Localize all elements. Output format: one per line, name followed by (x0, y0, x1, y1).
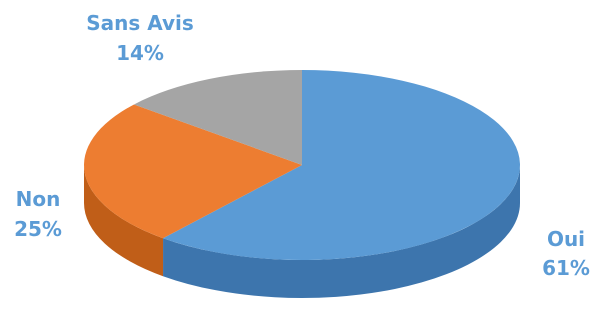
label-sans-avis: Sans Avis 14% (86, 11, 194, 65)
label-percent-sans-avis: 14% (116, 41, 164, 65)
label-name-non: Non (16, 187, 61, 211)
label-oui: Oui 61% (542, 227, 590, 280)
pie-labels: Oui 61% Non 25% Sans Avis 14% (14, 11, 590, 280)
label-percent-oui: 61% (542, 256, 590, 280)
pie-side-oui (163, 165, 520, 298)
label-non: Non 25% (14, 187, 62, 241)
pie-slice-sans-avis (134, 70, 302, 165)
label-name-oui: Oui (547, 227, 585, 251)
label-percent-non: 25% (14, 217, 62, 241)
pie-slices (83, 70, 521, 260)
label-name-sans-avis: Sans Avis (86, 11, 194, 35)
pie-slice-non (83, 104, 302, 239)
pie-slice-oui (163, 70, 521, 260)
pie-sides (84, 165, 520, 298)
pie-side-non (84, 165, 164, 277)
